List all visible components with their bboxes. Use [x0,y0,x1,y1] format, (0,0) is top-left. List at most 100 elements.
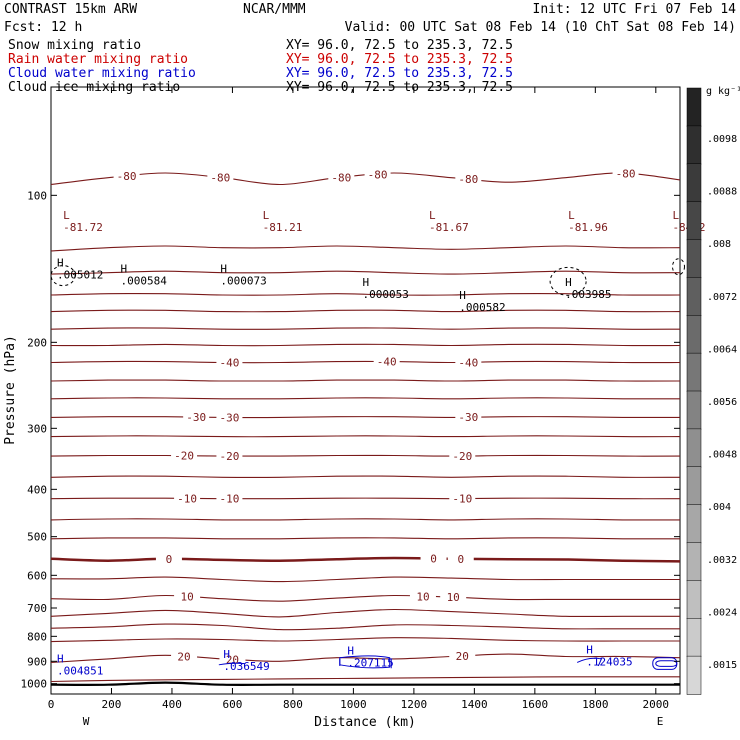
ice-contour [671,258,685,276]
contour-label-bg [113,170,140,182]
colorbar-label: .0088 [707,187,737,198]
colorbar-band [686,239,702,279]
plot-frame [50,86,681,695]
colorbar-band [686,201,702,241]
cloud-water-contour [576,657,603,667]
temperature-contour [50,327,681,330]
contour-label: -80 [117,170,137,183]
y-tick-label: 700 [27,602,47,615]
ice-high-marker: H [220,262,227,275]
temperature-contour [50,637,680,643]
contour-label-bg [449,449,476,461]
contour-label-bg [207,171,234,183]
x-tick-label: 1600 [522,698,549,711]
cloud-water-high-marker: H [586,643,593,656]
temperature-contour [50,608,680,618]
temperature-contour [50,594,680,602]
legend-snow-xy: XY= 96.0, 72.5 to 235.3, 72.5 [286,38,513,53]
low-value: -81.96 [568,221,608,234]
contour-label-bg [455,356,482,368]
left-title: CONTRAST 15km ARW [4,2,137,17]
colorbar-band [686,87,702,127]
colorbar-band [686,428,702,468]
contour-label-bg [447,552,474,564]
contour-label-bg [183,411,210,423]
low-value: -81.72 [63,221,103,234]
contour-label: 20 [456,650,469,663]
temperature-contour [50,360,681,364]
west-label: W [83,715,90,728]
contour-label: -10 [177,492,197,505]
temperature-contour [50,623,680,631]
contour-label: 10 [180,591,193,604]
contour-label-bg [373,355,400,367]
temperature-contour [50,435,681,438]
temperature-contour [50,454,681,457]
contour-label: -10 [452,493,472,506]
contour-label-bg [420,552,447,564]
temperature-contour [50,379,681,382]
colorbar: .0098 .0088 .008 .0072 .0064 .0056 .0048 .004 .0… [686,87,737,695]
colorbar-label: .0064 [707,344,737,355]
cloud-water-high-marker: H [347,645,354,658]
ice-max-value: .000053 [362,288,408,301]
center-title: NCAR/MMM [243,2,306,17]
legend-rain-xy: XY= 96.0, 72.5 to 235.3, 72.5 [286,52,513,67]
low-marker: L [263,209,270,222]
contour-label-bg [216,450,243,462]
terrain-line [50,681,680,686]
legend-rain: Rain water mixing ratio [8,52,188,67]
contour-label-bg [449,650,476,662]
x-tick-label: 1800 [582,698,609,711]
x-tick-label: 1200 [401,698,428,711]
temperature-contour [50,293,681,296]
temperature-contour [50,475,681,478]
cloud-water-contour [652,657,678,670]
contour-label-bg [612,167,639,179]
y-tick-label: 600 [27,569,47,582]
x-tick-label: 2000 [643,698,670,711]
contour-label: -80 [210,171,230,184]
low-marker: L [568,209,575,222]
contour-label-bg [440,591,467,603]
contour-label-bg [171,650,198,662]
colorbar-label: .004 [707,502,731,513]
contour-label: -80 [616,167,636,180]
cloud-water-contour [339,658,392,669]
contour-label: -40 [377,356,397,369]
y-tick-label: 1000 [21,678,48,691]
contour-label-bg [155,552,182,564]
contour-label-bg [364,168,391,180]
contour-label-bg [216,411,243,423]
low-value: -81.67 [429,221,469,234]
cloud-water-max-value: .036549 [223,660,269,673]
contour-label-bg [328,171,355,183]
contour-label: -30 [458,411,478,424]
contour-label: -30 [186,411,206,424]
cloud-water-contour [218,662,245,666]
valid-time: Valid: 00 UTC Sat 08 Feb 14 (10 ChT Sat … [345,20,736,35]
contour-label: -80 [331,171,351,184]
colorbar-band [686,163,702,203]
temperature-contour [50,416,681,419]
colorbar-band [686,390,702,430]
y-tick-label: 900 [27,655,47,668]
temperature-contour [50,576,680,583]
low-marker: L [63,209,70,222]
cloud-water-contour [339,655,391,669]
temperature-contour [50,309,681,313]
cloud-water-contour [655,660,678,667]
contour-label: -80 [368,168,388,181]
temperature-contour [50,537,681,540]
temperature-contour [50,556,681,563]
x-tick-label: 800 [283,698,303,711]
legend-cloud-water-xy: XY= 96.0, 72.5 to 235.3, 72.5 [286,66,513,81]
colorbar-band [686,580,702,619]
contour-label: -10 [219,493,239,506]
y-tick-label: 200 [27,336,47,349]
y-tick-label: 800 [27,630,47,643]
cloud-water-high-marker: H [57,653,64,666]
temperature-contour [50,343,681,347]
forecast-hour: Fcst: 12 h [4,20,82,35]
